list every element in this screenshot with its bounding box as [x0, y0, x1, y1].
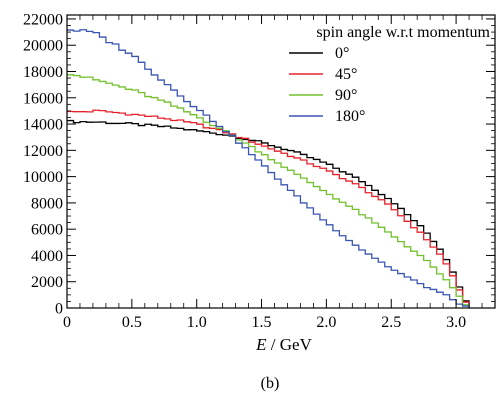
- legend-label: 90°: [335, 87, 357, 104]
- y-tick-label: 0: [55, 301, 63, 318]
- x-tick-label: 0.5: [122, 314, 142, 331]
- y-tick-label: 14000: [23, 117, 63, 134]
- series-line-180deg: [67, 29, 470, 308]
- x-axis-label-variable: E: [255, 335, 267, 354]
- y-tick-label: 16000: [23, 90, 63, 107]
- y-tick-label: 8000: [31, 195, 63, 212]
- x-axis-label-unit: / GeV: [267, 335, 313, 354]
- y-tick-label: 22000: [23, 11, 63, 28]
- y-tick-label: 18000: [23, 64, 63, 81]
- x-tick-label: 1.5: [252, 314, 272, 331]
- x-tick-label: 2.5: [381, 314, 401, 331]
- x-tick-label: 0: [63, 314, 71, 331]
- plot-frame: [66, 14, 496, 309]
- legend: spin angle w.r.t momentum 0° 45° 90° 180°: [289, 24, 491, 125]
- figure-caption: (b): [261, 375, 280, 392]
- y-tick-label: 6000: [31, 222, 63, 239]
- x-tick-label: 1.0: [187, 314, 207, 331]
- legend-label: 180°: [335, 108, 365, 125]
- series-line-45deg: [67, 109, 470, 308]
- x-tick-label: 3.0: [446, 314, 466, 331]
- y-tick-label: 2000: [31, 274, 63, 291]
- legend-title: spin angle w.r.t momentum: [316, 24, 490, 41]
- legend-label: 0°: [335, 45, 349, 62]
- y-tick-label: 4000: [31, 248, 63, 265]
- axes-layer: 0 0.5 1.0 1.5 2.0 2.5 3.0 0 2000 4000 6000 8000 1000…: [23, 11, 495, 331]
- legend-label: 45°: [335, 66, 357, 83]
- series-line-90deg: [67, 74, 470, 308]
- y-tick-label: 20000: [23, 38, 63, 55]
- x-axis-label: E / GeV: [255, 335, 312, 354]
- y-tick-label: 10000: [23, 169, 63, 186]
- x-tick-label: 2.0: [316, 314, 336, 331]
- series-layer: [67, 29, 470, 308]
- y-tick-label: 12000: [23, 143, 63, 160]
